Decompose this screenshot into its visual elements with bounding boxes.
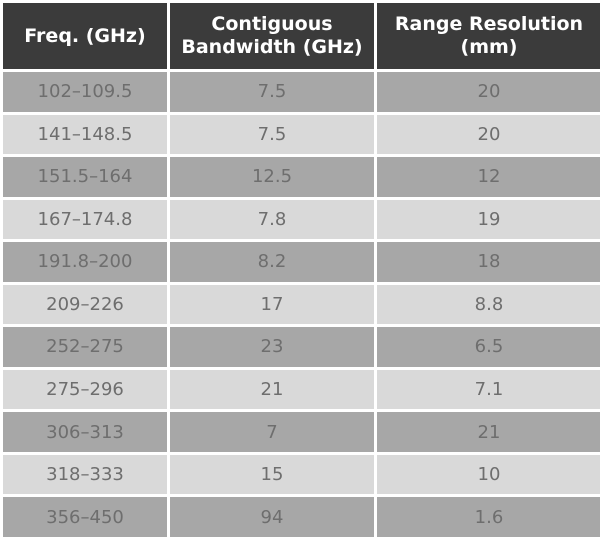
table-row: 102–109.5 7.5 20 <box>3 72 600 112</box>
cell-bandwidth: 7.5 <box>170 114 374 155</box>
cell-frequency: 356–450 <box>3 497 167 537</box>
cell-resolution: 7.1 <box>377 369 600 410</box>
cell-bandwidth: 12.5 <box>170 157 374 197</box>
table-body: 102–109.5 7.5 20 141–148.5 7.5 20 151.5–164 12.… <box>3 72 600 537</box>
cell-resolution: 6.5 <box>377 327 600 367</box>
table-row: 209–226 17 8.8 <box>3 284 600 325</box>
table-header: Freq. (GHz) Contiguous Bandwidth (GHz) R… <box>3 3 600 69</box>
cell-frequency: 275–296 <box>3 369 167 410</box>
cell-resolution: 20 <box>377 114 600 155</box>
cell-bandwidth: 7.5 <box>170 72 374 112</box>
cell-frequency: 252–275 <box>3 327 167 367</box>
cell-frequency: 141–148.5 <box>3 114 167 155</box>
cell-frequency: 306–313 <box>3 412 167 452</box>
cell-bandwidth: 17 <box>170 284 374 325</box>
cell-resolution: 10 <box>377 454 600 495</box>
table-row: 318–333 15 10 <box>3 454 600 495</box>
table-row: 306–313 7 21 <box>3 412 600 452</box>
table-row: 151.5–164 12.5 12 <box>3 157 600 197</box>
table-row: 167–174.8 7.8 19 <box>3 199 600 240</box>
cell-bandwidth: 15 <box>170 454 374 495</box>
cell-resolution: 19 <box>377 199 600 240</box>
cell-frequency: 318–333 <box>3 454 167 495</box>
cell-bandwidth: 8.2 <box>170 242 374 282</box>
cell-frequency: 209–226 <box>3 284 167 325</box>
cell-resolution: 12 <box>377 157 600 197</box>
cell-resolution: 18 <box>377 242 600 282</box>
cell-resolution: 20 <box>377 72 600 112</box>
cell-frequency: 151.5–164 <box>3 157 167 197</box>
header-range-resolution: Range Resolution (mm) <box>377 3 600 69</box>
header-row: Freq. (GHz) Contiguous Bandwidth (GHz) R… <box>3 3 600 69</box>
table-row: 141–148.5 7.5 20 <box>3 114 600 155</box>
cell-bandwidth: 7.8 <box>170 199 374 240</box>
cell-bandwidth: 21 <box>170 369 374 410</box>
header-frequency: Freq. (GHz) <box>3 3 167 69</box>
table-row: 275–296 21 7.1 <box>3 369 600 410</box>
table-row: 191.8–200 8.2 18 <box>3 242 600 282</box>
cell-resolution: 8.8 <box>377 284 600 325</box>
cell-resolution: 1.6 <box>377 497 600 537</box>
cell-frequency: 191.8–200 <box>3 242 167 282</box>
cell-frequency: 167–174.8 <box>3 199 167 240</box>
table-row: 356–450 94 1.6 <box>3 497 600 537</box>
cell-bandwidth: 94 <box>170 497 374 537</box>
cell-bandwidth: 23 <box>170 327 374 367</box>
table-row: 252–275 23 6.5 <box>3 327 600 367</box>
header-contiguous-bandwidth: Contiguous Bandwidth (GHz) <box>170 3 374 69</box>
cell-bandwidth: 7 <box>170 412 374 452</box>
cell-resolution: 21 <box>377 412 600 452</box>
cell-frequency: 102–109.5 <box>3 72 167 112</box>
